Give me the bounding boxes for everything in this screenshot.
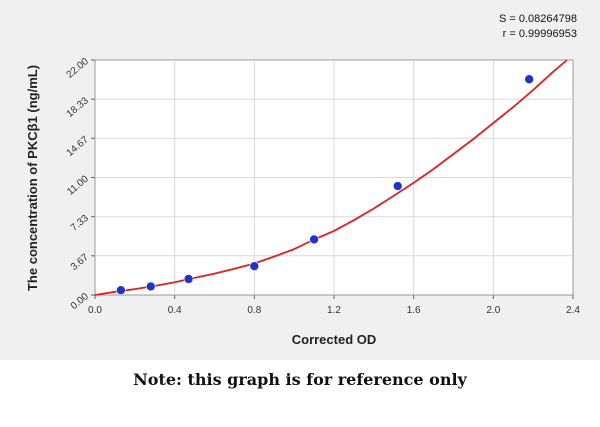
fit-curve-layer (94, 59, 568, 296)
chart-figure: 0.0 0.4 0.8 1.2 1.6 2.0 2.4 0.00 3.67 7.33 11.00 14… (0, 0, 600, 360)
data-point (145, 281, 156, 292)
x-tick-label: 0.4 (168, 305, 182, 316)
data-point (249, 261, 260, 271)
data-point (309, 234, 319, 245)
data-point (392, 181, 403, 191)
data-point (116, 285, 126, 295)
x-tick-label: 2.0 (486, 305, 500, 316)
x-axis-title: Corrected OD (292, 332, 377, 347)
y-tick-label: 14.67 (65, 134, 92, 159)
y-tick-label: 7.33 (69, 213, 91, 234)
x-tick-label: 0.8 (247, 305, 261, 316)
data-points-layer (116, 74, 534, 295)
y-tick-label: 11.00 (65, 173, 91, 197)
y-tick-label: 22.00 (65, 56, 92, 81)
y-tick-label: 3.67 (69, 252, 91, 273)
y-axis-title: The concentration of PKCβ1 (ng/mL) (25, 65, 40, 291)
x-tick-label: 2.4 (566, 305, 580, 316)
fit-curve (94, 59, 568, 296)
y-tick-label: 18.33 (65, 95, 92, 120)
x-tick-label: 1.6 (407, 305, 421, 316)
x-tick-label: 0.0 (88, 305, 102, 316)
annotation-r: r = 0.99996953 (503, 28, 577, 40)
annotation-s: S = 0.08264798 (499, 13, 577, 25)
data-point (524, 74, 534, 85)
standard-curve-chart: 0.0 0.4 0.8 1.2 1.6 2.0 2.40.003.677.3311.0014… (25, 13, 580, 347)
x-tick-label: 1.2 (327, 305, 341, 316)
data-point (183, 274, 194, 284)
reference-note: Note: this graph is for reference only (133, 370, 467, 389)
grid-lines (95, 60, 573, 295)
